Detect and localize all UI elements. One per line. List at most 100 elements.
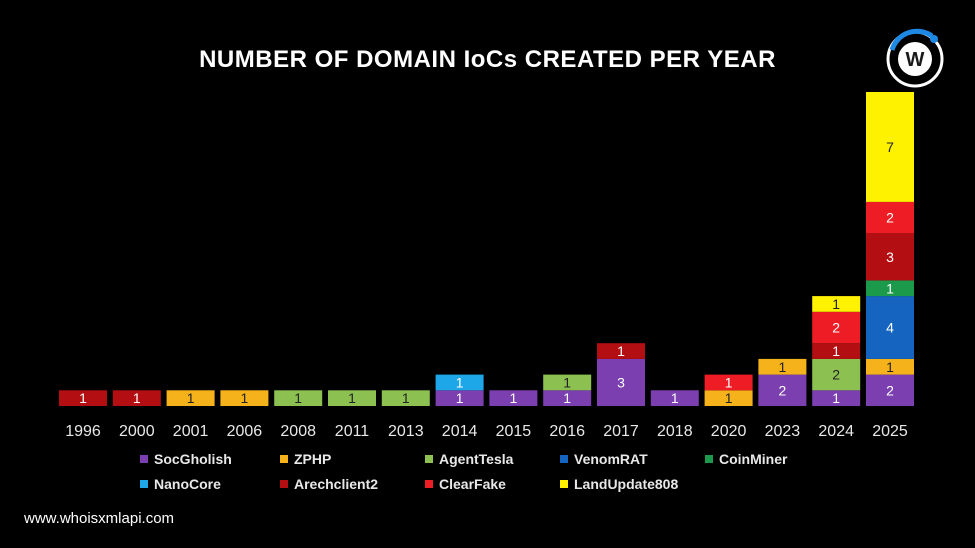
data-label: 3: [617, 374, 625, 390]
x-tick-label: 2023: [765, 423, 801, 440]
bar-segment-2025-landupdate808: [866, 92, 914, 202]
bar-segment-2025-arechclient2: [866, 233, 914, 281]
bar-segment-2023-socgholish: [758, 374, 807, 406]
footer-url: www.whoisxmlapi.com: [24, 510, 175, 527]
data-label: 1: [456, 390, 464, 406]
data-label: 1: [348, 390, 356, 406]
data-label: 1: [241, 390, 249, 406]
bar-segment-2014-nanocore: [435, 374, 484, 391]
bar-segment-2000-arechclient2: [112, 390, 161, 406]
bar-segment-2020-zphp: [704, 390, 753, 406]
legend-item-zphp: ZPHP: [280, 451, 331, 467]
data-label: 1: [725, 374, 733, 390]
data-label: 1: [779, 359, 787, 375]
bar-segment-2024-arechclient2: [812, 343, 861, 359]
x-tick-label: 2015: [496, 423, 532, 440]
x-tick-label: 2008: [280, 423, 316, 440]
legend-item-socgholish: SocGholish: [140, 451, 232, 467]
legend-item-clearfake: ClearFake: [425, 476, 506, 492]
x-tick-label: 2001: [173, 423, 209, 440]
bar-segment-2025-coinminer: [866, 280, 914, 297]
data-label: 1: [832, 296, 840, 312]
x-tick-label: 2017: [603, 423, 639, 440]
legend-label: NanoCore: [154, 476, 221, 492]
x-tick-label: 2018: [657, 423, 693, 440]
data-label: 4: [886, 320, 894, 336]
legend-swatch: [560, 455, 568, 463]
data-label: 1: [563, 374, 571, 390]
data-label: 1: [671, 390, 679, 406]
bar-segment-2014-socgholish: [435, 390, 484, 406]
logo-letter: W: [906, 49, 925, 71]
x-tick-label: 2006: [227, 423, 263, 440]
bar-segment-2011-agenttesla: [328, 390, 376, 406]
legend-label: Arechclient2: [294, 476, 379, 492]
legend-label: ClearFake: [439, 476, 506, 492]
data-label: 1: [886, 359, 894, 375]
bar-segment-2001-zphp: [166, 390, 215, 406]
legend-label: LandUpdate808: [574, 476, 679, 492]
data-label: 2: [832, 320, 840, 336]
data-label: 7: [886, 139, 894, 155]
legend-swatch: [140, 480, 148, 488]
data-label: 2: [779, 382, 787, 398]
data-label: 1: [187, 390, 195, 406]
legend-swatch: [280, 455, 288, 463]
x-tick-label: 2024: [818, 423, 854, 440]
bar-segment-2020-clearfake: [704, 374, 753, 391]
bar-segment-2016-socgholish: [543, 390, 592, 406]
bar-segment-2015-socgholish: [489, 390, 538, 406]
legend-swatch: [425, 480, 433, 488]
data-label: 1: [832, 390, 840, 406]
legend-swatch: [560, 480, 568, 488]
x-tick-label: 1996: [65, 423, 101, 440]
data-label: 1: [510, 390, 518, 406]
data-label: 1: [456, 374, 464, 390]
x-tick-label: 2016: [549, 423, 585, 440]
bar-segment-2018-socgholish: [650, 390, 699, 406]
x-tick-label: 2025: [872, 423, 908, 440]
data-label: 2: [832, 367, 840, 383]
bar-segment-2017-socgholish: [597, 358, 645, 406]
x-tick-label: 2000: [119, 423, 155, 440]
legend-label: VenomRAT: [574, 451, 648, 467]
data-label: 1: [563, 390, 571, 406]
bar-segment-2024-clearfake: [812, 311, 861, 344]
legend-item-agenttesla: AgentTesla: [425, 451, 513, 467]
legend-label: SocGholish: [154, 451, 232, 467]
bar-segment-2025-clearfake: [866, 201, 914, 234]
data-label: 1: [617, 343, 625, 359]
data-label: 1: [79, 390, 87, 406]
bar-segment-2024-socgholish: [812, 390, 861, 406]
data-label: 2: [886, 210, 894, 226]
bar-segment-2008-agenttesla: [274, 390, 323, 406]
bar-segment-2017-arechclient2: [597, 343, 645, 359]
bar-segment-2016-agenttesla: [543, 374, 592, 391]
x-tick-label: 2020: [711, 423, 747, 440]
legend-item-arechclient2: Arechclient2: [280, 476, 378, 492]
data-label: 1: [294, 390, 302, 406]
x-tick-label: 2013: [388, 423, 424, 440]
data-label: 1: [133, 390, 141, 406]
legend-swatch: [280, 480, 288, 488]
whoisxmlapi-logo-icon: W: [886, 28, 944, 88]
bar-segment-2025-venomrat: [866, 296, 914, 359]
data-label: 3: [886, 249, 894, 265]
chart-title: NUMBER OF DOMAIN IoCs CREATED PER YEAR: [199, 46, 776, 73]
legend-item-coinminer: CoinMiner: [705, 451, 787, 467]
bar-segment-2006-zphp: [220, 390, 269, 406]
bar-segment-2023-zphp: [758, 358, 807, 375]
data-label: 1: [832, 343, 840, 359]
data-label: 1: [725, 390, 733, 406]
data-label: 1: [886, 280, 894, 296]
data-label: 2: [886, 382, 894, 398]
legend-item-venomrat: VenomRAT: [560, 451, 648, 467]
legend-swatch: [705, 455, 713, 463]
legend-item-landupdate808: LandUpdate808: [560, 476, 678, 492]
legend-swatch: [425, 455, 433, 463]
bar-segment-1996-arechclient2: [59, 390, 107, 406]
bar-segment-2025-socgholish: [866, 374, 914, 406]
x-tick-label: 2014: [442, 423, 478, 440]
data-label: 1: [402, 390, 410, 406]
